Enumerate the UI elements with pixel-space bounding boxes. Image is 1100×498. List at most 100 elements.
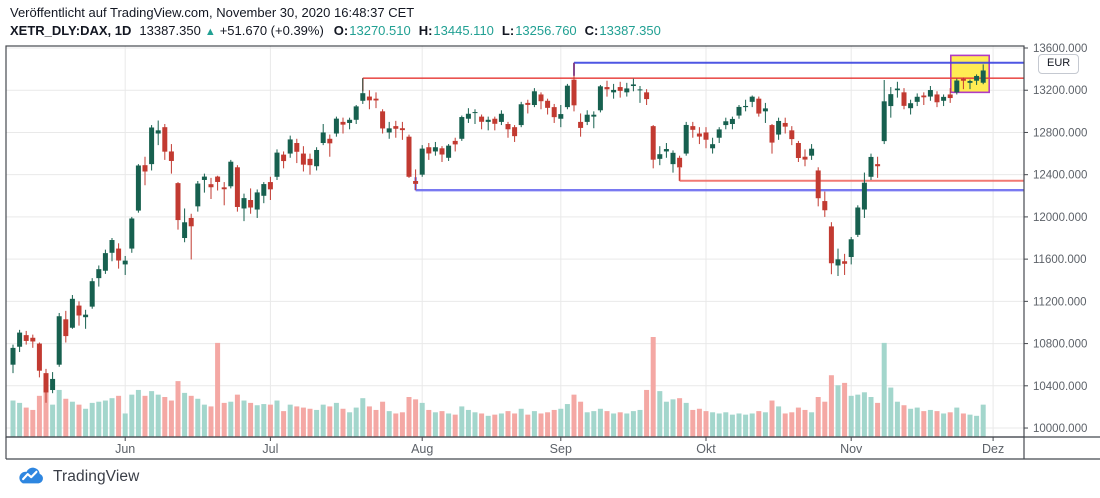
candle-body — [809, 148, 815, 156]
candle-body — [703, 132, 709, 140]
volume-bar — [36, 395, 42, 437]
candle-body — [828, 226, 834, 264]
candle-body — [300, 153, 306, 165]
volume-bar — [472, 412, 478, 437]
up-arrow-icon: ▲ — [204, 26, 216, 38]
volume-bar — [360, 398, 366, 437]
volume-bar — [512, 413, 518, 437]
candle-body — [545, 100, 551, 108]
candle-body — [875, 164, 881, 167]
volume-bar — [696, 408, 702, 437]
month-label[interactable]: Jul — [262, 442, 278, 456]
price-tick-label: 13200.000 — [1033, 85, 1087, 97]
candle-body — [789, 130, 795, 140]
candle-body — [182, 222, 188, 239]
candle-body — [149, 127, 155, 165]
candle-body — [83, 314, 89, 318]
volume-bar — [802, 409, 808, 437]
volume-bar — [901, 405, 907, 437]
volume-bar — [888, 387, 894, 437]
candle-body — [274, 152, 280, 177]
candle-body — [465, 113, 471, 119]
volume-bar — [875, 402, 881, 437]
candle-body — [248, 200, 254, 208]
volume-bar — [749, 413, 755, 437]
volume-bar — [894, 401, 900, 437]
candle-body — [406, 136, 412, 177]
candle-body — [498, 113, 504, 122]
candle-body — [611, 89, 617, 93]
gridlines — [6, 46, 1024, 437]
volume-bar — [756, 411, 762, 437]
volume-bar — [234, 394, 240, 437]
volume-bar — [729, 414, 735, 437]
candle-body — [888, 94, 894, 107]
close-value: 13387.350 — [599, 23, 661, 38]
price-tick-label: 10400.000 — [1033, 381, 1087, 393]
high-label: H: — [418, 23, 433, 38]
candle-body — [122, 260, 128, 265]
candle-body — [96, 269, 102, 279]
candle-body — [901, 92, 907, 106]
candle-body — [56, 316, 62, 365]
month-label[interactable]: Sep — [550, 442, 572, 456]
volume-bar — [710, 412, 716, 437]
candle-body — [802, 156, 808, 160]
candle-body — [558, 114, 564, 119]
volume-bar — [657, 391, 663, 437]
candle-body — [452, 140, 458, 145]
candle-body — [644, 92, 650, 100]
candle-body — [307, 158, 313, 166]
candle-body — [267, 182, 273, 190]
candle-body — [446, 145, 452, 158]
candle-body — [941, 96, 947, 101]
volume-bar — [413, 399, 419, 437]
candle-body — [663, 149, 669, 152]
volume-bar — [624, 413, 630, 437]
volume-bar — [281, 411, 287, 437]
candle-body — [505, 124, 511, 130]
month-label[interactable]: Okt — [696, 442, 716, 456]
currency-button[interactable]: EUR — [1038, 54, 1080, 74]
candle-body — [340, 121, 346, 125]
symbol-name[interactable]: XETR_DLY:DAX, 1D — [10, 23, 132, 38]
volume-bar — [597, 408, 603, 437]
volume-bar — [518, 408, 524, 437]
tradingview-footer[interactable]: TradingView — [16, 466, 139, 488]
volume-bar — [479, 413, 485, 437]
last-price: 13387.350 — [139, 23, 201, 38]
candle-body — [551, 107, 557, 118]
volume-bar — [914, 407, 920, 437]
volume-bar — [881, 342, 887, 437]
volume-bar — [980, 404, 986, 437]
volume-bar — [663, 401, 669, 437]
candle-body — [155, 130, 161, 134]
volume-bar — [221, 402, 227, 437]
candle-body — [459, 117, 465, 139]
candle-body — [69, 298, 75, 328]
low-value: 13256.760 — [515, 23, 577, 38]
volume-bar — [168, 400, 174, 437]
candle-body — [36, 343, 42, 371]
candle-body — [30, 337, 36, 342]
month-label[interactable]: Aug — [411, 442, 433, 456]
volume-bar — [795, 407, 801, 437]
candle-body — [109, 240, 115, 253]
volume-bar — [868, 397, 874, 437]
candle-body — [50, 378, 56, 391]
candle-body — [894, 88, 900, 91]
price-tick-label: 12000.000 — [1033, 212, 1087, 224]
volume-bar — [261, 404, 267, 437]
month-label[interactable]: Nov — [840, 442, 863, 456]
volume-bar — [96, 401, 102, 437]
month-label[interactable]: Jun — [115, 442, 135, 456]
candle-body — [76, 305, 82, 316]
candle-body — [254, 192, 260, 210]
candle-body — [776, 120, 782, 135]
candle-body — [624, 88, 630, 93]
month-label[interactable]: Dez — [982, 442, 1004, 456]
candle-body — [175, 183, 181, 221]
candle-body — [710, 144, 716, 149]
volume-bar — [927, 409, 933, 437]
